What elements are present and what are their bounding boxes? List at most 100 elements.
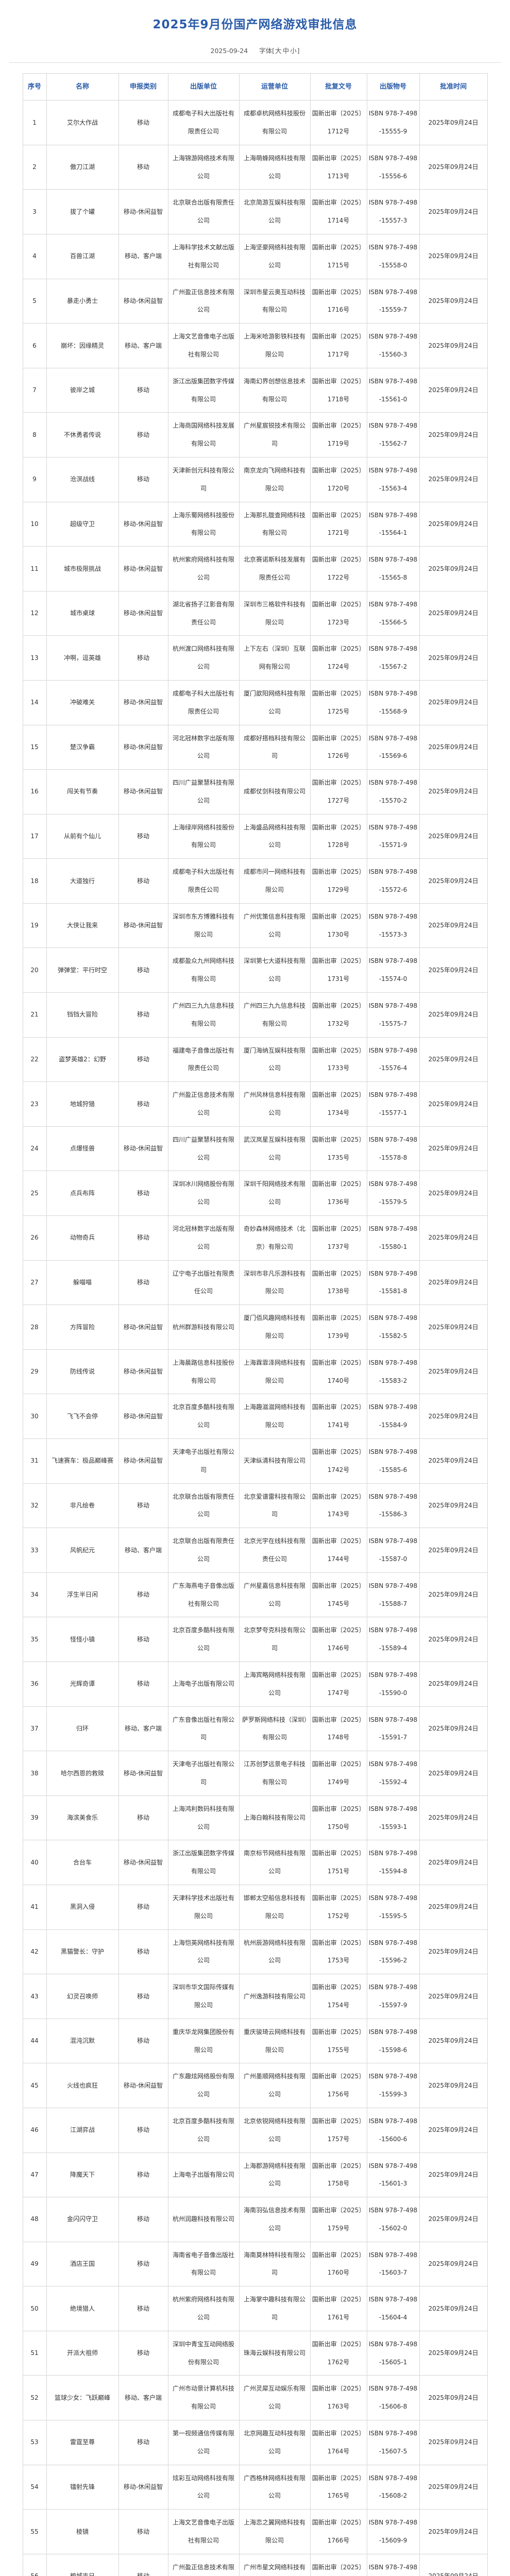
cell-no: 46	[22, 2107, 47, 2153]
cell-approve-date: 2025年09月24日	[419, 2107, 488, 2153]
cell-no: 5	[22, 278, 47, 324]
cell-no: 38	[22, 1751, 47, 1796]
cell-category: 移动	[118, 367, 168, 413]
cell-operator: 深圳千阳网络技术有限公司	[239, 1171, 311, 1216]
cell-isbn: ISBN 978-7-498-15609-9	[366, 2509, 420, 2554]
cell-publisher: 深圳冰川网络股份有限公司	[167, 1171, 240, 1216]
table-row: 15 楚汉争霸 移动-休闲益智 河北冠林数字出版有限公司 成都好搭档科技有限公司…	[22, 724, 488, 770]
cell-isbn: ISBN 978-7-498-15559-7	[366, 278, 420, 324]
cell-approval-no: 国新出审〔2025〕1761号	[310, 2286, 367, 2331]
cell-approval-no: 国新出审〔2025〕1730号	[310, 903, 367, 948]
cell-approval-no: 国新出审〔2025〕1765号	[310, 2464, 367, 2510]
cell-isbn: ISBN 978-7-498-15570-2	[366, 769, 420, 815]
cell-category: 移动-休闲益智	[118, 501, 168, 547]
cell-game-name: 镭射先锋	[46, 2464, 119, 2510]
cell-approve-date: 2025年09月24日	[419, 2241, 488, 2287]
cell-category: 移动	[118, 1483, 168, 1529]
cell-isbn: ISBN 978-7-498-15555-9	[366, 100, 420, 145]
header-operator: 运营单位	[239, 73, 311, 101]
cell-isbn: ISBN 978-7-498-15568-9	[366, 680, 420, 725]
table-row: 43 幻灵召唤师 移动 深圳市华文国际传媒有限公司 广州逸游科技有限公司 国新出…	[22, 1974, 488, 2019]
cell-operator: 深圳市非凡乐游科技有限公司	[239, 1260, 311, 1306]
cell-isbn: ISBN 978-7-498-15567-2	[366, 635, 420, 681]
cell-category: 移动	[118, 2553, 168, 2576]
cell-game-name: 大侠让我来	[46, 903, 119, 948]
cell-approval-no: 国新出审〔2025〕1756号	[310, 2063, 367, 2108]
table-row: 42 黑猫警长：守护 移动 上海恺英网络科技有限公司 杭州辰游网络科技有限公司 …	[22, 1929, 488, 1975]
cell-game-name: 棱镜	[46, 2509, 119, 2554]
cell-publisher: 杭州紫府网络科技有限公司	[167, 2286, 240, 2331]
cell-game-name: 酒店王国	[46, 2241, 119, 2287]
table-row: 13 冲啊，逗英雄 移动 杭州渡口网络科技有限公司 上下左右（深圳）互联网有限公…	[22, 635, 488, 681]
cell-publisher: 重庆华龙网集团股份有限公司	[167, 2018, 240, 2064]
cell-isbn: ISBN 978-7-498-15598-6	[366, 2018, 420, 2064]
cell-publisher: 上海绿岸网络科技股份有限公司	[167, 814, 240, 859]
table-row: 21 铛铛大冒险 移动 广州四三九九信息科技有限公司 广州四三九九信息科技有限公…	[22, 992, 488, 1038]
cell-no: 32	[22, 1483, 47, 1529]
cell-operator: 广州风林信息科技有限公司	[239, 1081, 311, 1127]
cell-approve-date: 2025年09月24日	[419, 1394, 488, 1439]
cell-operator: 厦门歆阳网络科技有限公司	[239, 680, 311, 725]
cell-operator: 上海霖霏泽网络科技有限公司	[239, 1349, 311, 1395]
cell-publisher: 杭州紫府网络科技有限公司	[167, 546, 240, 591]
cell-isbn: ISBN 978-7-498-15572-6	[366, 858, 420, 904]
cell-operator: 上海那扎胧查网络科技有限公司	[239, 501, 311, 547]
cell-game-name: 暴走小勇士	[46, 278, 119, 324]
cell-approval-no: 国新出审〔2025〕1750号	[310, 1795, 367, 1841]
cell-category: 移动	[118, 635, 168, 681]
cell-isbn: ISBN 978-7-498-15603-7	[366, 2241, 420, 2287]
cell-publisher: 成都电子科大出版社有限责任公司	[167, 858, 240, 904]
cell-no: 37	[22, 1706, 47, 1752]
table-row: 34 浮生半日闲 移动 广东海燕电子音像出版社有限公司 广州星嘉信息科技有限公司…	[22, 1572, 488, 1618]
cell-game-name: 铛铛大冒险	[46, 992, 119, 1038]
cell-isbn: ISBN 978-7-498-15584-9	[366, 1394, 420, 1439]
cell-operator: 深圳市星云奥互动科技有限公司	[239, 278, 311, 324]
cell-publisher: 河北冠林数字出版有限公司	[167, 724, 240, 770]
cell-operator: 厦门海纳互娱科技有限公司	[239, 1037, 311, 1082]
cell-publisher: 海南省电子音像出版社有限公司	[167, 2241, 240, 2287]
cell-approve-date: 2025年09月24日	[419, 1572, 488, 1618]
table-row: 56 粮城吉日 移动 广州盈正信息技术有限公司 广州市星文网络科技有限公司 国新…	[22, 2553, 488, 2576]
cell-operator: 广州星宸锐技术有限公司	[239, 412, 311, 457]
table-row: 52 篮球少女：飞跃巅峰 移动、客户端 广州市动景计算机科技有限公司 广州灵犀互…	[22, 2375, 488, 2421]
cell-publisher: 广州四三九九信息科技有限公司	[167, 992, 240, 1038]
table-row: 49 酒店王国 移动 海南省电子音像出版社有限公司 海南莫林特科技有限公司 国新…	[22, 2241, 488, 2287]
cell-category: 移动、客户端	[118, 233, 168, 279]
cell-publisher: 上海电子出版有限公司	[167, 2152, 240, 2198]
cell-operator: 深圳市三格软件科技有限公司	[239, 590, 311, 636]
cell-approval-no: 国新出审〔2025〕1766号	[310, 2509, 367, 2554]
cell-game-name: 超级守卫	[46, 501, 119, 547]
cell-publisher: 广州市动景计算机科技有限公司	[167, 2375, 240, 2421]
cell-publisher: 北京百度多酷科技有限公司	[167, 2107, 240, 2153]
table-row: 53 雷霆至尊 移动 第一视频通信传媒有限公司 北京网趣互动科技有限公司 国新出…	[22, 2420, 488, 2465]
cell-approve-date: 2025年09月24日	[419, 1795, 488, 1841]
publish-date: 2025-09-24	[210, 47, 248, 55]
table-row: 18 大道独行 移动 成都电子科大出版社有限责任公司 成都市问一网络科技有限公司…	[22, 858, 488, 904]
font-size-large-link[interactable]: 大	[275, 47, 282, 55]
cell-isbn: ISBN 978-7-498-15590-0	[366, 1661, 420, 1707]
cell-isbn: ISBN 978-7-498-15582-5	[366, 1304, 420, 1350]
cell-operator: 北京梦夸克科技有限公司	[239, 1617, 311, 1662]
cell-category: 移动-休闲益智	[118, 1126, 168, 1172]
cell-category: 移动-休闲益智	[118, 680, 168, 725]
cell-no: 39	[22, 1795, 47, 1841]
font-size-small-link[interactable]: 小	[290, 47, 297, 55]
cell-isbn: ISBN 978-7-498-15560-3	[366, 323, 420, 368]
table-row: 36 光辉奇谭 移动 上海电子出版有限公司 上海宾略网络科技有限公司 国新出审〔…	[22, 1661, 488, 1707]
table-row: 4 百兽江湖 移动、客户端 上海科学技术文献出版社有限公司 上海坚豪网络科技有限…	[22, 233, 488, 279]
cell-operator: 广州灵犀互动娱乐有限公司	[239, 2375, 311, 2421]
cell-game-name: 艾尔大作战	[46, 100, 119, 145]
cell-publisher: 上海鸿利数码科技有限公司	[167, 1795, 240, 1841]
cell-category: 移动-休闲益智	[118, 278, 168, 324]
table-row: 27 躲喵喵 移动 辽宁电子出版社有限责任公司 深圳市非凡乐游科技有限公司 国新…	[22, 1260, 488, 1306]
cell-category: 移动	[118, 1661, 168, 1707]
table-row: 55 棱镜 移动 上海文艺音像电子出版社有限公司 上海恋之翼网络科技有限公司 国…	[22, 2509, 488, 2554]
cell-game-name: 城市极限挑战	[46, 546, 119, 591]
cell-no: 56	[22, 2553, 47, 2576]
cell-approval-no: 国新出审〔2025〕1718号	[310, 367, 367, 413]
font-size-medium-link[interactable]: 中	[282, 47, 290, 55]
cell-isbn: ISBN 978-7-498-15608-2	[366, 2464, 420, 2510]
cell-approval-no: 国新出审〔2025〕1722号	[310, 546, 367, 591]
cell-category: 移动	[118, 814, 168, 859]
cell-operator: 上下左右（深圳）互联网有限公司	[239, 635, 311, 681]
